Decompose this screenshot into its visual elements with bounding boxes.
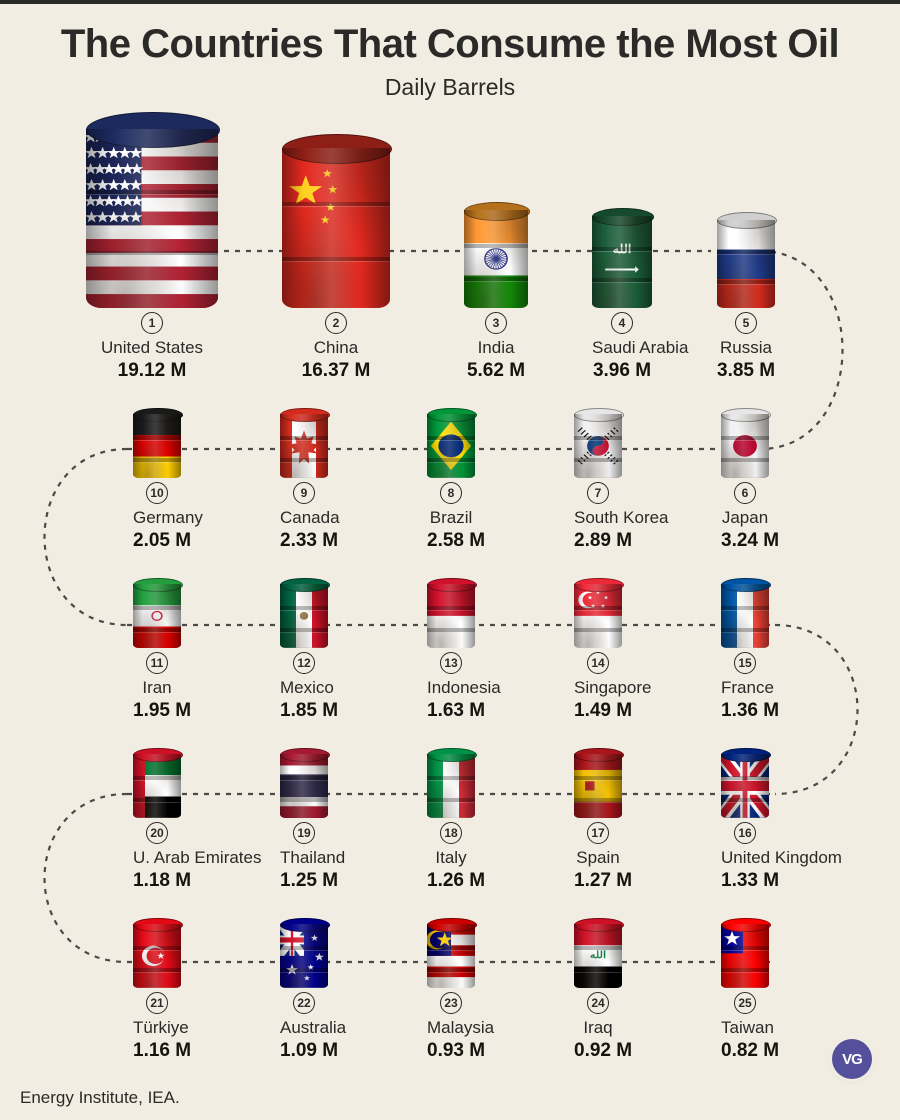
svg-text:الله: الله: [590, 949, 606, 960]
